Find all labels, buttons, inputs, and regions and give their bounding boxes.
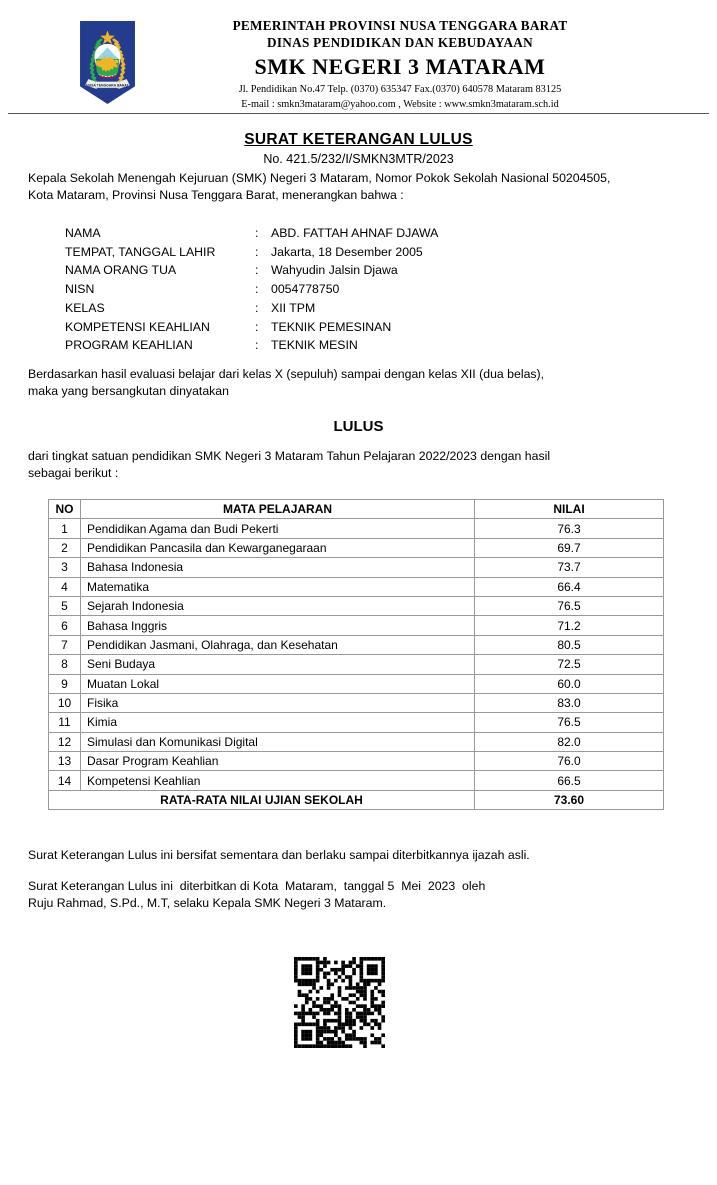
svg-text:NUSA TENGGARA BARAT: NUSA TENGGARA BARAT: [86, 83, 128, 87]
